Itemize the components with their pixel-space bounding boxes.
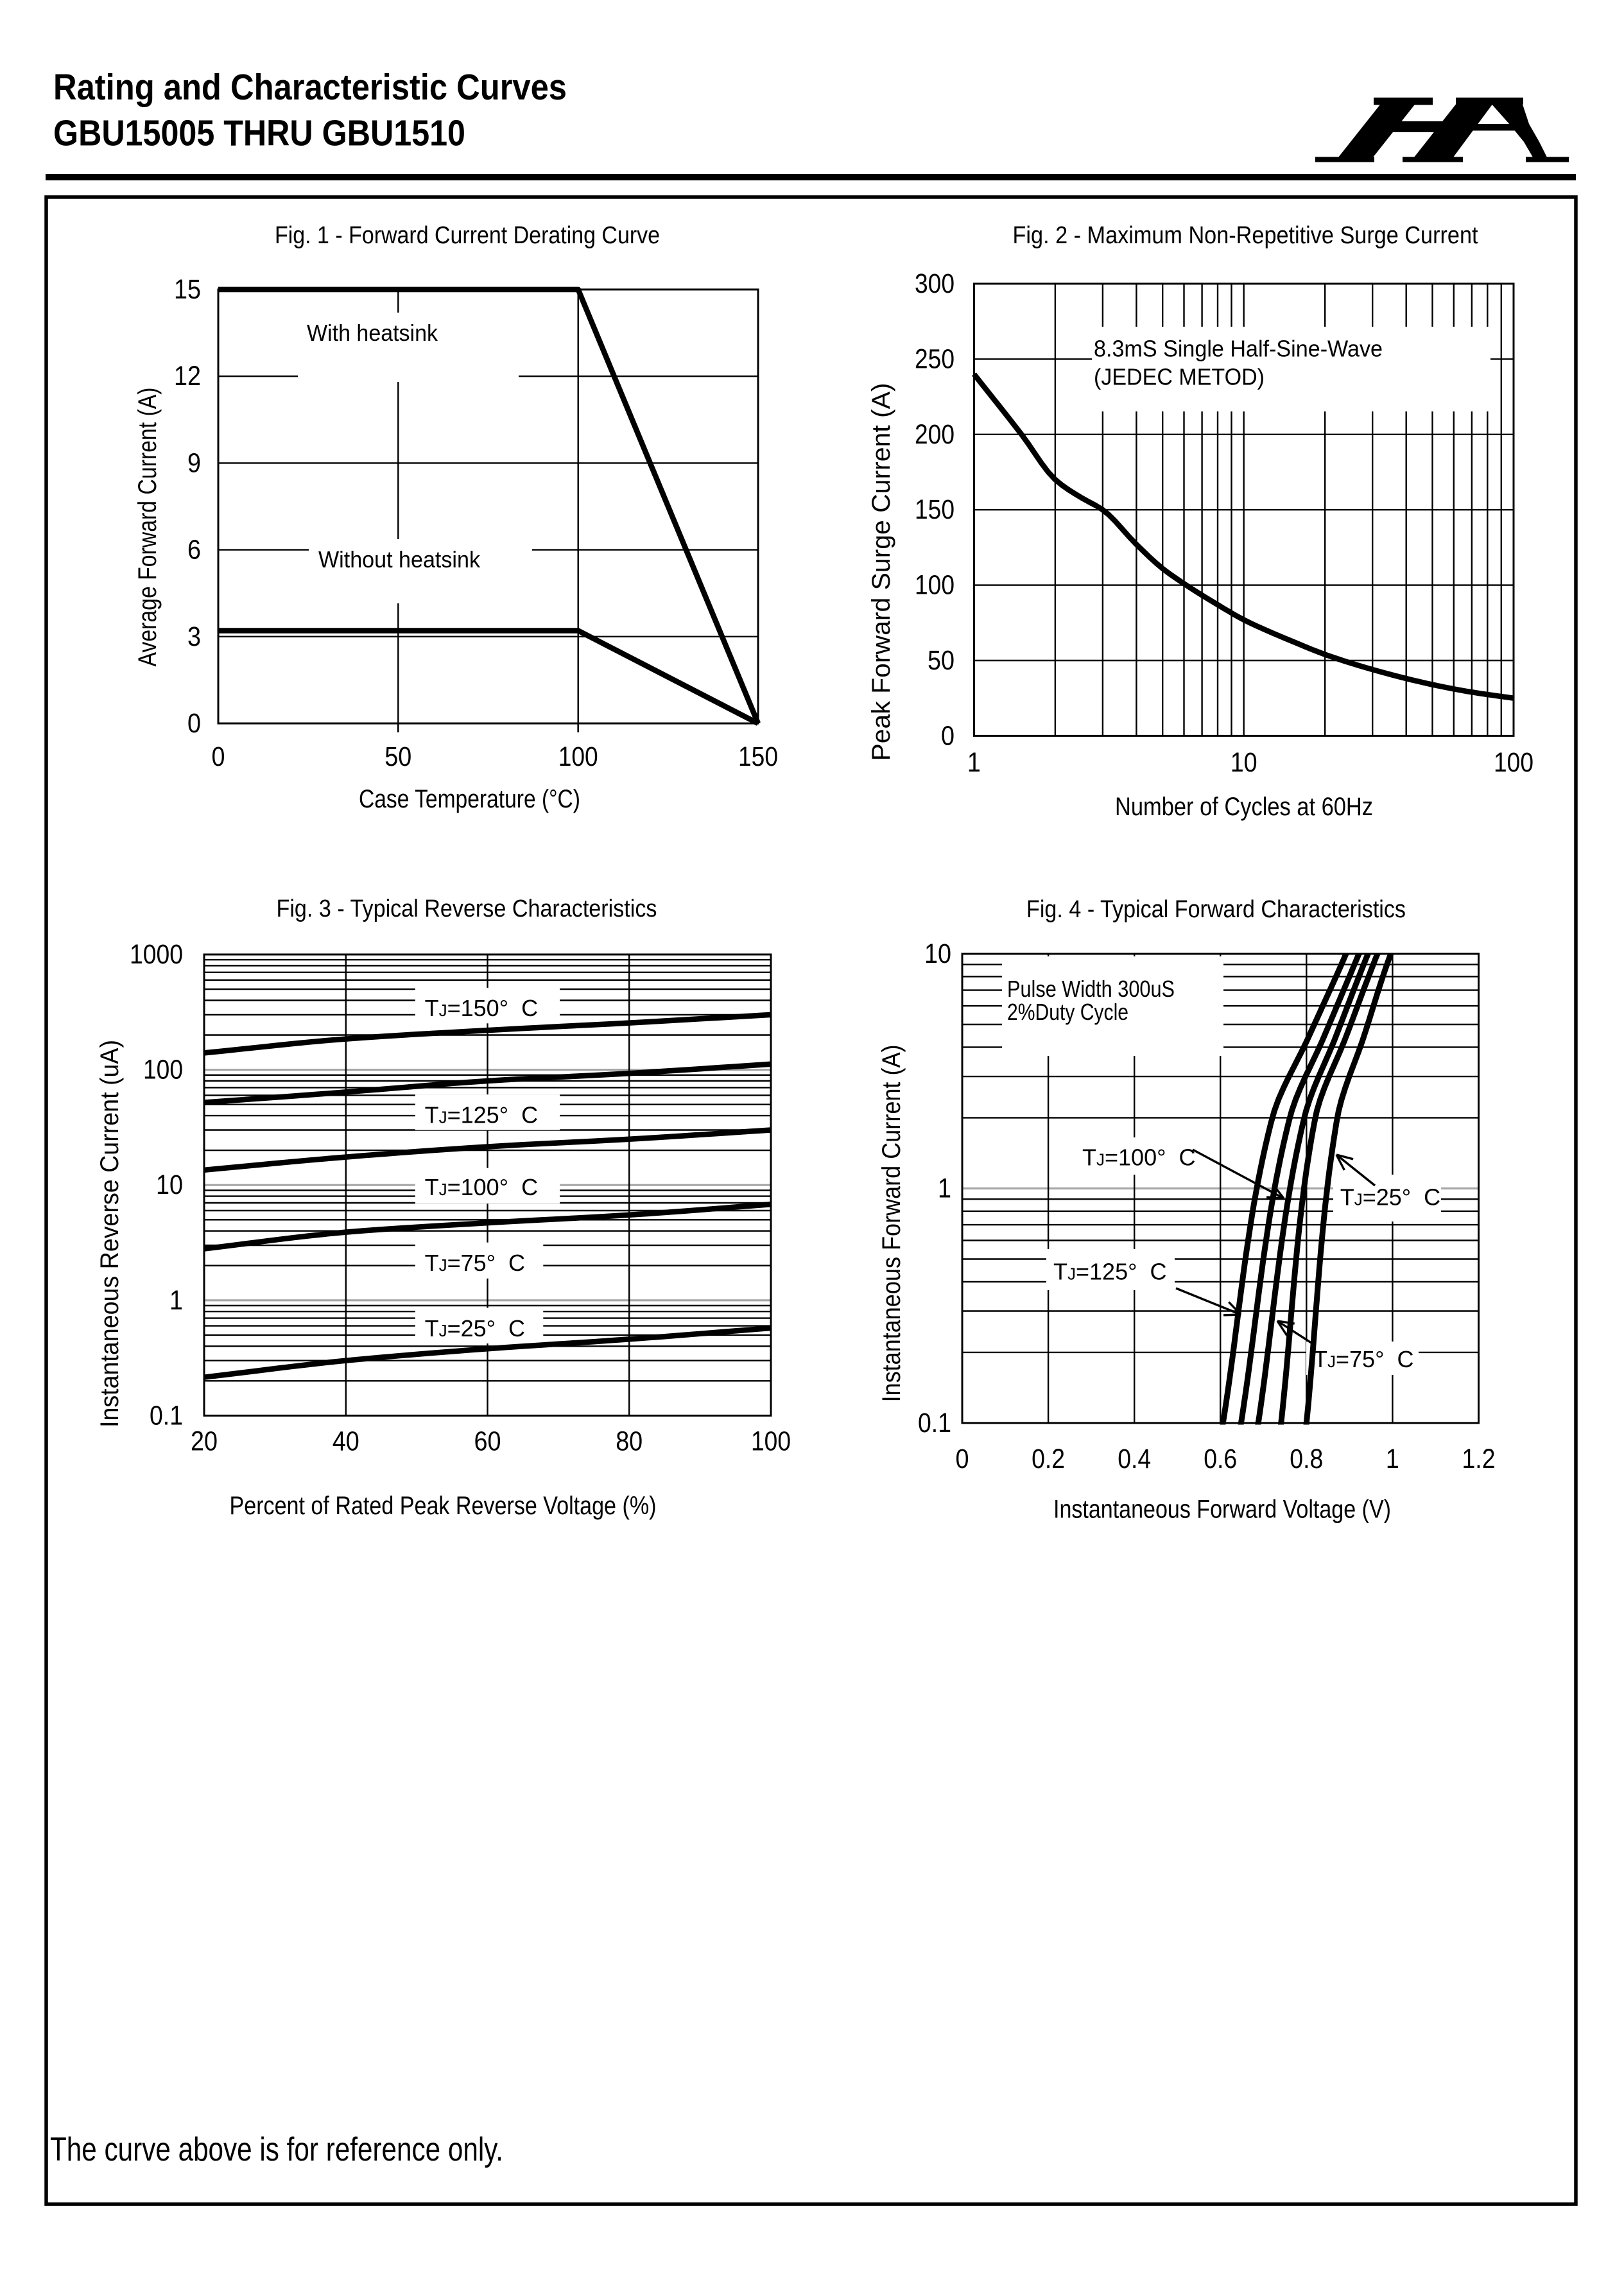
- svg-text:Fig. 2 - Maximum Non-Repetitiv: Fig. 2 - Maximum Non-Repetitive Surge Cu…: [1013, 222, 1478, 249]
- svg-text:The curve above is for referen: The curve above is for reference only.: [50, 2131, 503, 2168]
- svg-text:GBU15005 THRU GBU1510: GBU15005 THRU GBU1510: [53, 113, 465, 154]
- svg-text:50: 50: [384, 742, 411, 772]
- svg-text:Percent of Rated Peak Reverse: Percent of Rated Peak Reverse Voltage (%…: [230, 1492, 657, 1520]
- svg-text:Fig. 3 - Typical Reverse Chara: Fig. 3 - Typical Reverse Characteristics: [277, 895, 657, 922]
- svg-text:0.6: 0.6: [1204, 1444, 1237, 1474]
- svg-text:1.2: 1.2: [1462, 1444, 1496, 1474]
- svg-text:20: 20: [191, 1426, 218, 1456]
- svg-text:0.8: 0.8: [1290, 1444, 1323, 1474]
- svg-text:6: 6: [187, 535, 201, 565]
- svg-text:60: 60: [474, 1426, 501, 1456]
- svg-text:100: 100: [751, 1426, 791, 1456]
- svg-text:TJ=125° C: TJ=125° C: [425, 1102, 539, 1128]
- svg-text:100: 100: [143, 1055, 183, 1085]
- svg-text:150: 150: [738, 742, 778, 772]
- svg-text:0: 0: [941, 721, 955, 751]
- svg-text:10: 10: [1231, 748, 1257, 778]
- svg-text:10: 10: [924, 939, 951, 969]
- svg-text:100: 100: [915, 571, 955, 601]
- svg-text:1: 1: [938, 1174, 951, 1204]
- svg-text:200: 200: [915, 420, 955, 450]
- svg-text:Instantaneous Forward Voltage: Instantaneous Forward Voltage (V): [1053, 1496, 1391, 1524]
- svg-text:Case Temperature (°C): Case Temperature (°C): [359, 785, 580, 813]
- svg-text:0: 0: [212, 742, 225, 772]
- svg-text:100: 100: [1494, 748, 1533, 778]
- svg-text:Pulse Width 300uS: Pulse Width 300uS: [1007, 976, 1175, 1002]
- svg-text:0.2: 0.2: [1032, 1444, 1065, 1474]
- svg-text:With heatsink: With heatsink: [307, 320, 438, 346]
- svg-text:Instantaneous Reverse Current: Instantaneous Reverse Current (uA): [96, 1040, 124, 1428]
- svg-text:2%Duty Cycle: 2%Duty Cycle: [1007, 999, 1128, 1025]
- svg-text:Instantaneous Forward Current: Instantaneous Forward Current (A): [877, 1045, 906, 1403]
- svg-text:Without heatsink: Without heatsink: [318, 546, 481, 573]
- svg-text:(JEDEC METOD): (JEDEC METOD): [1094, 364, 1265, 390]
- svg-text:0.1: 0.1: [150, 1401, 183, 1431]
- svg-text:0.1: 0.1: [918, 1408, 951, 1438]
- svg-text:Fig. 1 - Forward Current Derat: Fig. 1 - Forward Current Derating Curve: [275, 222, 660, 249]
- svg-text:15: 15: [174, 275, 201, 305]
- svg-text:1: 1: [967, 748, 981, 778]
- svg-text:80: 80: [616, 1426, 643, 1456]
- svg-text:0: 0: [956, 1444, 969, 1474]
- svg-text:1: 1: [1386, 1444, 1399, 1474]
- svg-text:Number of Cycles at 60Hz: Number of Cycles at 60Hz: [1115, 793, 1373, 821]
- svg-text:Peak Forward Surge Current (A): Peak Forward Surge Current (A): [867, 383, 895, 761]
- svg-text:250: 250: [915, 344, 955, 374]
- svg-text:40: 40: [333, 1426, 359, 1456]
- svg-text:12: 12: [174, 361, 201, 392]
- svg-text:3: 3: [187, 622, 201, 652]
- svg-text:300: 300: [915, 269, 955, 299]
- svg-text:Rating and Characteristic Curv: Rating and Characteristic Curves: [53, 67, 567, 108]
- svg-text:9: 9: [187, 448, 201, 478]
- svg-text:10: 10: [156, 1170, 183, 1200]
- svg-text:8.3mS Single Half-Sine-Wave: 8.3mS Single Half-Sine-Wave: [1094, 336, 1383, 362]
- svg-text:1: 1: [169, 1286, 183, 1316]
- svg-text:0.4: 0.4: [1118, 1444, 1151, 1474]
- svg-text:150: 150: [915, 495, 955, 525]
- svg-text:1000: 1000: [130, 940, 183, 970]
- svg-text:100: 100: [558, 742, 598, 772]
- svg-text:Average Forward Current (A): Average Forward Current (A): [134, 388, 162, 667]
- svg-text:Fig. 4 - Typical Forward Chara: Fig. 4 - Typical Forward Characteristics: [1026, 896, 1406, 923]
- svg-text:0: 0: [187, 709, 201, 739]
- svg-text:50: 50: [928, 646, 955, 676]
